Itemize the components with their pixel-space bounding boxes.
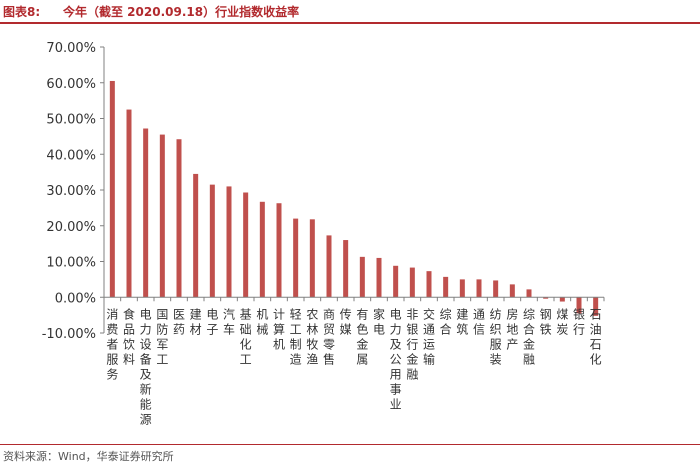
- y-tick-label: 70.00%: [46, 41, 96, 56]
- bar: [426, 271, 432, 298]
- category-label: 农林牧渔: [306, 307, 318, 366]
- category-label: 国防军工: [156, 307, 168, 366]
- category-label: 石油石化: [590, 307, 602, 366]
- bar: [559, 297, 565, 302]
- category-label: 电力及公用事业: [390, 307, 402, 411]
- category-label: 综合金融: [523, 307, 535, 366]
- bar: [359, 256, 365, 298]
- category-label: 电子: [206, 307, 218, 336]
- bar: [459, 279, 465, 298]
- industry-return-bar-chart: 70.00% 60.00% 50.00% 40.00% 30.00% 20.00% 10.0…: [42, 41, 605, 426]
- bar: [509, 284, 515, 298]
- bar: [259, 201, 265, 298]
- category-label: 消费者服务: [106, 307, 118, 381]
- category-label: 银行: [573, 307, 585, 336]
- bar: [209, 184, 215, 298]
- x-axis: [103, 296, 605, 302]
- figure-title: 今年（截至 2020.09.18）行业指数收益率: [63, 5, 300, 19]
- category-label: 食品饮料: [123, 306, 135, 366]
- figure-label: 图表8:: [3, 5, 41, 19]
- bar: [526, 289, 532, 298]
- category-label: 电力设备及新能源: [140, 307, 152, 426]
- category-label: 通信: [473, 307, 485, 336]
- category-label: 商贸零售: [323, 306, 335, 366]
- category-label: 交通运输: [423, 306, 435, 366]
- category-label: 汽车: [223, 306, 235, 336]
- bars: [109, 80, 599, 316]
- bar: [226, 186, 232, 298]
- bar: [293, 218, 299, 298]
- y-tick-label: 50.00%: [46, 113, 96, 128]
- bar: [493, 280, 499, 298]
- bar: [343, 240, 349, 298]
- category-label: 计算机: [273, 307, 285, 351]
- bar: [109, 80, 115, 298]
- bar: [576, 297, 582, 314]
- category-label: 有色金属: [356, 307, 368, 366]
- bar: [326, 235, 332, 298]
- bar: [443, 276, 449, 298]
- bar: [543, 297, 549, 299]
- bar: [176, 139, 182, 298]
- category-label: 建筑: [456, 307, 468, 336]
- bar: [193, 173, 199, 298]
- y-tick-label: 10.00%: [46, 256, 96, 271]
- y-tick-label: 20.00%: [46, 220, 96, 235]
- source-note: 资料来源：Wind，华泰证券研究所: [3, 450, 174, 463]
- bar: [376, 257, 382, 298]
- category-label: 医药: [173, 307, 185, 336]
- category-label: 煤炭: [556, 307, 568, 336]
- bar: [276, 203, 282, 298]
- y-tick-label: 60.00%: [46, 77, 96, 92]
- bar: [309, 219, 315, 298]
- bar: [243, 192, 249, 298]
- bar: [593, 297, 599, 316]
- y-axis: 70.00% 60.00% 50.00% 40.00% 30.00% 20.00% 10.0…: [42, 41, 105, 342]
- y-tick-label: 30.00%: [46, 184, 96, 199]
- category-label: 钢铁: [540, 307, 552, 336]
- y-tick-label: 40.00%: [46, 148, 96, 163]
- bar: [409, 267, 415, 298]
- bar: [393, 265, 399, 298]
- figure-footer: 资料来源：Wind，华泰证券研究所: [0, 444, 700, 465]
- bar: [476, 279, 482, 298]
- figure-header: 图表8: 今年（截至 2020.09.18）行业指数收益率: [0, 0, 700, 24]
- category-label: 非银行金融: [406, 307, 418, 381]
- category-label: 传媒: [340, 306, 352, 336]
- category-label: 轻工制造: [290, 307, 302, 366]
- category-label: 综合: [440, 307, 452, 336]
- bar: [143, 128, 149, 298]
- category-label: 房地产: [506, 306, 518, 351]
- y-tick-label: -10.00%: [42, 327, 96, 342]
- y-tick-label: 0.00%: [55, 291, 96, 306]
- category-label: 纺织服装: [490, 307, 502, 366]
- bar: [159, 134, 165, 298]
- category-label: 基础化工: [240, 307, 252, 366]
- category-label: 家电: [373, 306, 385, 336]
- category-label: 机械: [256, 307, 268, 336]
- bar: [126, 109, 132, 298]
- category-label: 建材: [190, 307, 202, 336]
- category-labels: 消费者服务食品饮料电力设备及新能源国防军工医药建材电子汽车基础化工机械计算机轻工…: [106, 306, 601, 426]
